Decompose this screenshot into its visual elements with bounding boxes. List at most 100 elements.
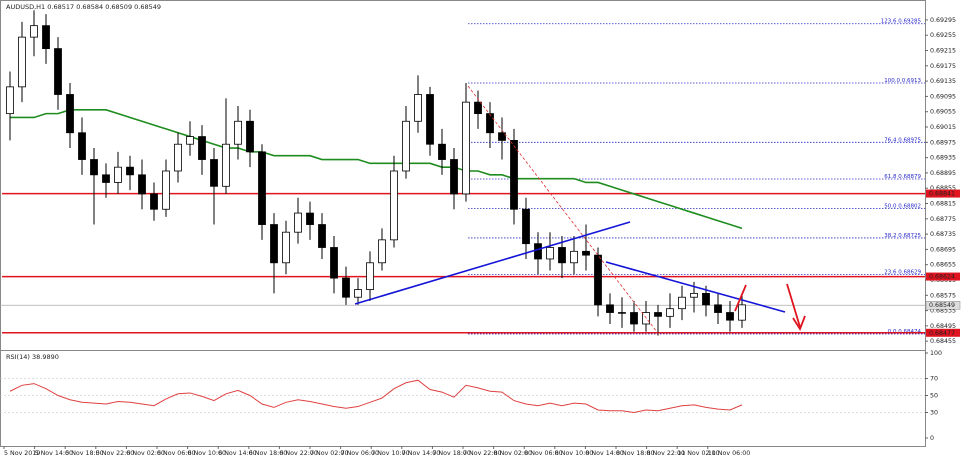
fib-level: 0.0 bbox=[888, 328, 897, 334]
fib-price: 0.68975 bbox=[898, 137, 921, 143]
candle-body bbox=[270, 224, 278, 264]
header-low: 0.68509 bbox=[105, 3, 132, 11]
x-tick-label: 8 Nov 22:00 bbox=[647, 450, 685, 457]
candle-body bbox=[162, 170, 170, 210]
trend-line bbox=[354, 221, 631, 305]
candle-body bbox=[210, 159, 218, 187]
level-box bbox=[926, 189, 960, 198]
fib-price: 0.6913 bbox=[902, 78, 922, 84]
y-tick-label: 0.69175 bbox=[930, 63, 956, 70]
y-tick-label: 0.68855 bbox=[930, 185, 956, 192]
y-tick-label: 0.68495 bbox=[930, 323, 956, 330]
rsi-name: RSI(14) bbox=[6, 353, 30, 361]
y-tick-label: 0.68655 bbox=[930, 262, 956, 269]
candle-body bbox=[90, 159, 98, 176]
candle-body bbox=[222, 143, 230, 187]
candle-body bbox=[546, 247, 554, 260]
candle-body bbox=[390, 170, 398, 241]
rsi-line bbox=[9, 379, 743, 414]
candle-body bbox=[18, 36, 26, 88]
candle-body bbox=[6, 86, 14, 115]
candle-body bbox=[426, 94, 434, 145]
rsi-current: 38.9890 bbox=[32, 353, 59, 361]
x-tick-label: 7 Nov 14:00 bbox=[402, 450, 440, 457]
candle-body bbox=[30, 25, 38, 38]
y-tick-label: 0.68575 bbox=[930, 292, 956, 299]
y-tick-label: 0.68895 bbox=[930, 170, 956, 177]
candle-body bbox=[594, 254, 602, 306]
candle-body bbox=[690, 292, 698, 298]
y-tick-label: 0.69255 bbox=[930, 32, 956, 39]
level-label: 0.68624 bbox=[929, 274, 955, 281]
candle-body bbox=[522, 208, 530, 245]
candle-body bbox=[42, 25, 50, 50]
y-tick-label: 0.69295 bbox=[930, 17, 956, 24]
x-tick-label: 8 Nov 06:00 bbox=[524, 450, 562, 457]
current-price-label: 0.68549 bbox=[929, 302, 955, 309]
x-tick-label: 7 Nov 10:00 bbox=[371, 450, 409, 457]
trend-line bbox=[605, 261, 786, 313]
candle-body bbox=[234, 120, 242, 145]
level-label: 0.68477 bbox=[929, 330, 955, 337]
fib-price: 0.68725 bbox=[898, 232, 921, 238]
candle-body bbox=[366, 262, 374, 290]
x-tick-label: 7 Nov 18:00 bbox=[432, 450, 470, 457]
plot: 0.69295 0.69255 0.69215 0.69175 0.69135 0.690… bbox=[0, 10, 961, 457]
fib-price: 0.69285 bbox=[898, 18, 921, 24]
y-tick-label: 0.69055 bbox=[930, 109, 956, 116]
candle-body bbox=[378, 239, 386, 264]
candle-body bbox=[618, 312, 626, 314]
candle-body bbox=[198, 136, 206, 160]
candle-body bbox=[114, 166, 122, 183]
x-tick-label: 8 Nov 18:00 bbox=[616, 450, 654, 457]
candle-body bbox=[174, 143, 182, 172]
y-tick-label: 0.68975 bbox=[930, 139, 956, 146]
candle-body bbox=[726, 312, 734, 321]
x-tick-label: 6 Nov 22:00 bbox=[279, 450, 317, 457]
candle-body bbox=[306, 212, 314, 225]
rsi-tick-label: 70 bbox=[930, 376, 938, 383]
x-tick-label: 6 Nov 06:00 bbox=[157, 450, 195, 457]
candle-body bbox=[414, 94, 422, 122]
x-tick-label: 6 Nov 02:00 bbox=[126, 450, 164, 457]
candle-body bbox=[702, 292, 710, 306]
candle-body bbox=[186, 136, 194, 145]
x-tick-label: 11 Nov 06:00 bbox=[708, 450, 750, 457]
candle-body bbox=[294, 212, 302, 233]
candle-body bbox=[558, 247, 566, 264]
x-tick-label: 8 Nov 10:00 bbox=[555, 450, 593, 457]
candle-body bbox=[246, 120, 254, 153]
fib-price: 0.68474 bbox=[898, 328, 921, 334]
candle-body bbox=[738, 304, 746, 321]
candle-body bbox=[54, 48, 62, 95]
x-tick-label: 5 Nov 2019 bbox=[4, 450, 40, 457]
candle-body bbox=[486, 113, 494, 134]
candle-body bbox=[474, 101, 482, 115]
fib-level: 23.6 bbox=[884, 269, 897, 275]
candle-body bbox=[462, 101, 470, 195]
fib-label: 76.4 0.68975 bbox=[884, 137, 921, 143]
candle-body bbox=[342, 277, 350, 298]
fib-label: 38.2 0.68725 bbox=[884, 232, 921, 238]
candle-body bbox=[714, 304, 722, 313]
header-high: 0.68584 bbox=[76, 3, 103, 11]
candle-body bbox=[318, 224, 326, 248]
fib-level: 76.4 bbox=[884, 137, 897, 143]
fib-price: 0.68802 bbox=[898, 203, 921, 209]
rsi-tick-label: 100 bbox=[930, 350, 942, 357]
candle-body bbox=[354, 289, 362, 298]
candle-body bbox=[534, 243, 542, 260]
y-tick-label: 0.68815 bbox=[930, 201, 956, 208]
fib-label: 0.0 0.68474 bbox=[888, 328, 922, 334]
candle-body bbox=[654, 312, 662, 317]
fib-price: 0.68629 bbox=[898, 269, 921, 275]
x-tick-label: 5 Nov 18:00 bbox=[65, 450, 103, 457]
candle-body bbox=[258, 151, 266, 225]
fib-level: 38.2 bbox=[884, 232, 896, 238]
y-tick-label: 0.68695 bbox=[930, 246, 956, 253]
candle-body bbox=[498, 132, 506, 141]
candle-body bbox=[582, 250, 590, 256]
candle-body bbox=[606, 304, 614, 313]
candle-body bbox=[330, 247, 338, 279]
